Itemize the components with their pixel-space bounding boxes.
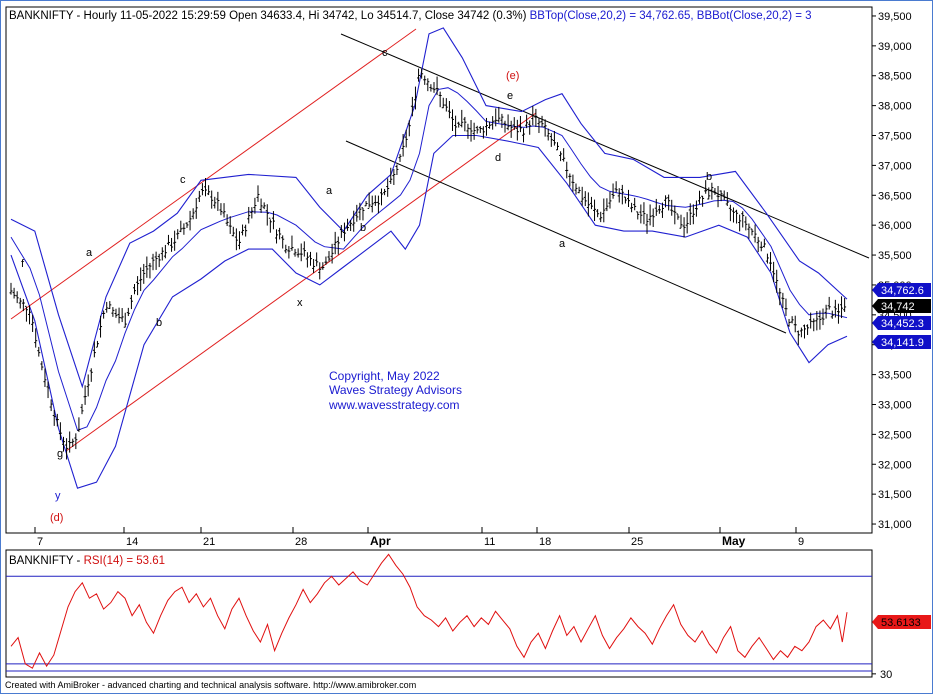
price-tag-label: 34,742	[881, 301, 915, 313]
price-tag-bg	[872, 283, 931, 297]
wave-label: c	[382, 47, 388, 59]
price-title-bbtop: BBTop(Close,20,2) = 34,762.65,	[530, 10, 697, 22]
price-x-tick-label: 9	[798, 536, 804, 548]
price-title-main: BANKNIFTY - Hourly 11-05-2022 15:29:59 O…	[9, 10, 530, 22]
price-x-tick-label: 25	[631, 536, 643, 548]
price-channel-lines	[10, 28, 870, 452]
red-channel-upper	[10, 28, 417, 320]
copyright-line-3[interactable]: www.wavesstrategy.com	[328, 398, 459, 412]
price-title-bbbot: BBBot(Close,20,2) = 3	[697, 10, 812, 22]
copyright-line-2: Waves Strategy Advisors	[329, 383, 462, 397]
price-title: BANKNIFTY - Hourly 11-05-2022 15:29:59 O…	[9, 10, 812, 22]
wave-label: f	[21, 258, 25, 270]
rsi-title: BANKNIFTY - RSI(14) = 53.61	[9, 555, 165, 567]
price-tag-bg	[872, 316, 931, 330]
price-bars	[9, 68, 847, 460]
rsi-y-axis: 30	[872, 669, 892, 681]
wave-label: (e)	[506, 70, 519, 82]
bollinger-bands	[10, 27, 848, 489]
price-y-tick-label: 32,500	[878, 429, 912, 441]
price-y-tick-label: 33,500	[878, 370, 912, 382]
price-y-tick-label: 35,500	[878, 250, 912, 262]
red-channel-lower	[65, 112, 537, 452]
price-x-axis: 7 14 21 28 Apr 11 18 25 May 9	[34, 527, 804, 548]
rsi-line-group	[10, 553, 848, 669]
bollinger-top-line	[10, 27, 848, 389]
price-tag-label: 34,141.9	[881, 337, 924, 349]
black-channel-lower	[345, 140, 787, 334]
rsi-value-tag: 53.6133	[872, 615, 931, 629]
price-x-tick-label: 11	[484, 536, 495, 548]
price-x-tick-label: 28	[295, 536, 307, 548]
rsi-line	[10, 553, 848, 669]
wave-label: (d)	[50, 512, 63, 524]
wave-label: e	[507, 90, 513, 102]
price-y-tick-label: 39,500	[878, 11, 912, 23]
wave-label: g	[57, 448, 63, 460]
price-y-axis: 31,00031,50032,00032,50033,00033,50034,0…	[872, 11, 912, 531]
wave-label: a	[326, 185, 333, 197]
price-y-tick-label: 31,000	[878, 519, 912, 531]
wave-label: a	[86, 247, 93, 259]
copyright-block: Copyright, May 2022 Waves Strategy Advis…	[328, 369, 462, 412]
price-y-tick-label: 36,500	[878, 190, 912, 202]
wave-labels: f g y (d) a b c x a b c (e) e d a b	[21, 47, 712, 524]
wave-label: b	[706, 171, 712, 183]
footer-credit: Created with AmiBroker - advanced charti…	[5, 680, 417, 690]
price-x-tick-label: 18	[539, 536, 551, 548]
bollinger-middle-line	[10, 87, 848, 431]
copyright-line-1: Copyright, May 2022	[329, 369, 440, 383]
price-y-tick-label: 31,500	[878, 489, 912, 501]
wave-label: y	[55, 490, 61, 502]
bollinger-bottom-line	[10, 134, 848, 489]
wave-label: a	[559, 238, 566, 250]
rsi-panel: 30 BANKNIFTY - RSI(14) = 53.61 53.6133	[5, 549, 931, 681]
wave-label: d	[495, 152, 501, 164]
rsi-title-value: RSI(14) = 53.61	[84, 555, 166, 567]
price-y-tick-label: 33,000	[878, 399, 912, 411]
wave-label: b	[360, 222, 366, 234]
price-y-tick-label: 37,000	[878, 160, 912, 172]
price-y-tick-label: 37,500	[878, 131, 912, 143]
price-x-tick-label: Apr	[370, 534, 391, 548]
price-y-tick-label: 36,000	[878, 220, 912, 232]
price-x-tick-label: 7	[37, 536, 43, 548]
price-tag-label: 34,762.6	[881, 285, 924, 297]
rsi-plot-area	[5, 549, 873, 678]
price-x-tick-label: 21	[203, 536, 215, 548]
price-y-tick-label: 32,000	[878, 459, 912, 471]
price-tags: 34,762.6 34,742 34,452.3 34,141.9	[872, 283, 931, 349]
price-y-tick-label: 38,000	[878, 101, 912, 113]
price-tag-bg	[872, 299, 931, 313]
wave-label: b	[156, 317, 162, 329]
rsi-y-tick-label: 30	[880, 669, 892, 681]
rsi-tag-bg	[872, 615, 931, 629]
rsi-tag-text: 53.6133	[881, 617, 921, 629]
price-x-tick-label: 14	[126, 536, 138, 548]
price-tag-bg	[872, 335, 931, 349]
wave-label: x	[297, 297, 303, 309]
price-panel: 31,00031,50032,00032,50033,00033,50034,0…	[5, 6, 931, 548]
price-plot-area	[5, 6, 873, 534]
price-y-tick-label: 39,000	[878, 41, 912, 53]
black-channel-upper	[340, 33, 870, 259]
price-x-tick-label: May	[722, 534, 746, 548]
price-tag-label: 34,452.3	[881, 318, 924, 330]
wave-label: c	[180, 174, 186, 186]
rsi-level-lines	[6, 575, 872, 672]
rsi-title-prefix: BANKNIFTY -	[9, 555, 84, 567]
price-y-tick-label: 38,500	[878, 71, 912, 83]
